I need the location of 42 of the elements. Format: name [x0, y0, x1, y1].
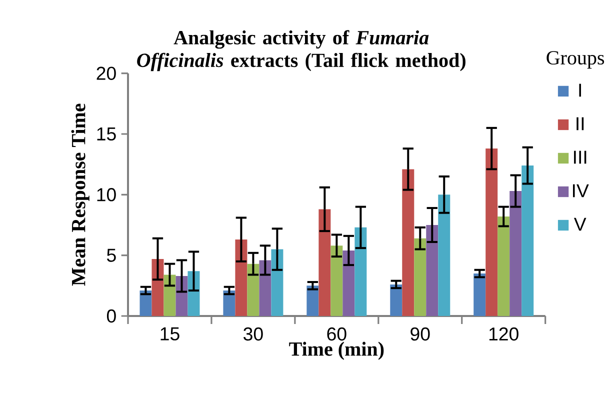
bar [247, 264, 260, 316]
y-axis-title: Mean Response Time [71, 104, 90, 286]
bar [426, 225, 438, 316]
bar [486, 148, 498, 316]
y-tick-label: 5 [106, 248, 116, 262]
bar [414, 238, 426, 316]
bar [271, 249, 284, 316]
x-tick-label: 15 [160, 327, 180, 340]
legend-title: Groups [546, 51, 604, 69]
x-tick-label: 120 [489, 327, 518, 341]
legend-label: II [576, 117, 584, 130]
bar [140, 290, 152, 316]
bar [438, 194, 450, 316]
x-tick-label: 30 [244, 327, 263, 341]
bar [318, 209, 331, 316]
bar [235, 240, 248, 316]
x-tick-label: 90 [410, 327, 430, 341]
bar [330, 246, 343, 316]
x-tick-label: 60 [327, 327, 346, 341]
bar [342, 250, 355, 316]
legend-label: I [579, 84, 581, 97]
bar [510, 191, 522, 316]
y-tick-label: 20 [96, 66, 116, 80]
bar [522, 166, 534, 316]
bar [306, 286, 319, 316]
bar [152, 258, 164, 316]
y-tick-label: 15 [97, 127, 116, 141]
bar [402, 169, 414, 316]
bar [474, 274, 486, 316]
bar [164, 274, 176, 316]
bar [498, 216, 510, 316]
bar [390, 284, 402, 316]
chart-title: Analgesic activity of Fumaria Officinalis extracts (Tail flick method) [137, 30, 466, 72]
x-axis-title: Time (min) [289, 342, 384, 360]
legend-label: IV [572, 184, 589, 198]
bar [223, 290, 236, 316]
legend-label: V [574, 218, 586, 231]
legend-label: III [574, 150, 586, 164]
bar [259, 260, 272, 316]
y-tick-label: 10 [97, 188, 116, 202]
y-tick-label: 0 [106, 309, 116, 323]
bar [354, 227, 367, 316]
